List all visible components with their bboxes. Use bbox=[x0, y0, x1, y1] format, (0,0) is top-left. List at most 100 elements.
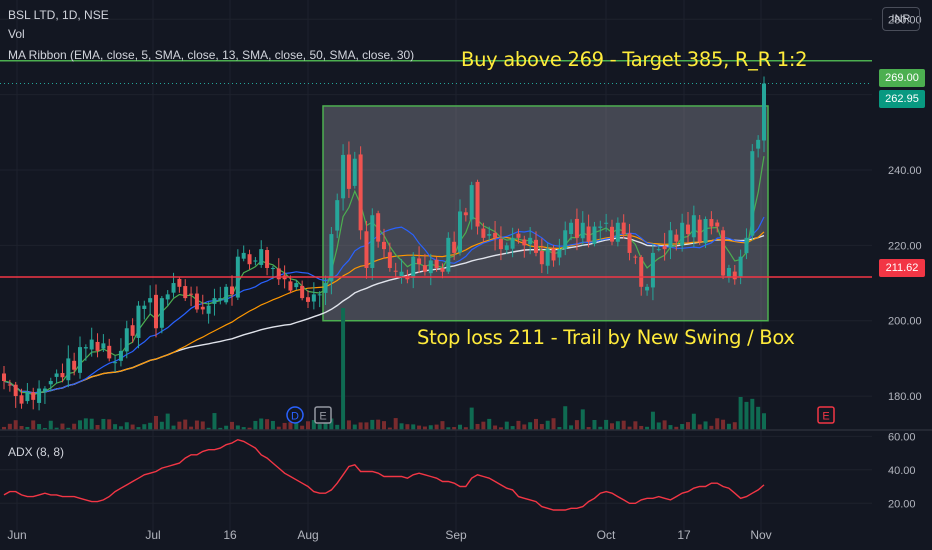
symbol-legend[interactable]: BSL LTD, 1D, NSE bbox=[8, 8, 109, 22]
candle-body bbox=[668, 230, 673, 247]
candle-body bbox=[487, 234, 492, 236]
volume-bar bbox=[738, 396, 743, 430]
stop-annotation[interactable]: Stop loss 211 - Trail by New Swing / Box bbox=[417, 326, 795, 349]
volume-bar bbox=[440, 421, 445, 430]
candle-body bbox=[352, 158, 357, 186]
volume-bar bbox=[183, 419, 188, 430]
volume-bar bbox=[405, 424, 410, 430]
candle-body bbox=[177, 278, 182, 287]
volume-bar bbox=[487, 418, 492, 430]
volume-bar bbox=[516, 420, 521, 430]
volume-bar bbox=[142, 424, 147, 430]
volume-bar bbox=[428, 425, 433, 430]
candle-body bbox=[510, 237, 515, 249]
volume-bar bbox=[750, 398, 755, 430]
volume-bar bbox=[54, 427, 59, 430]
volume-bar bbox=[276, 426, 281, 430]
candle-body bbox=[265, 250, 270, 268]
axes: 280.00260.00240.00220.00200.00180.00JunJ… bbox=[7, 14, 921, 542]
candle-body bbox=[230, 286, 234, 295]
candle-body bbox=[323, 283, 328, 293]
volume-bar bbox=[241, 427, 246, 430]
candle-body bbox=[83, 347, 88, 349]
candle-body bbox=[434, 259, 439, 268]
volume-bar bbox=[434, 424, 439, 430]
volume-bar bbox=[452, 427, 457, 430]
candle-body bbox=[154, 294, 158, 329]
candle-body bbox=[335, 200, 340, 231]
candle-body bbox=[534, 239, 538, 253]
resistance-price-tag: 269.00 bbox=[879, 69, 925, 87]
volume-bar bbox=[72, 423, 77, 430]
volume-bar bbox=[136, 427, 141, 430]
candle-body bbox=[7, 384, 12, 386]
volume-bar bbox=[715, 418, 720, 430]
candle-body bbox=[95, 341, 100, 351]
candle-body bbox=[504, 245, 509, 250]
candle-body bbox=[604, 222, 609, 224]
candle-body bbox=[329, 234, 334, 282]
volume-bar bbox=[621, 420, 626, 430]
candle-body bbox=[376, 213, 381, 242]
volume-bar bbox=[703, 421, 708, 430]
volume-bar bbox=[463, 427, 468, 430]
adx-tick-label: 20.00 bbox=[888, 498, 916, 510]
volume-bar bbox=[206, 427, 211, 430]
volume-bar bbox=[528, 422, 533, 430]
candle-body bbox=[516, 233, 521, 238]
candle-body bbox=[346, 154, 351, 189]
candle-body bbox=[411, 256, 416, 278]
time-tick-label: Oct bbox=[597, 528, 616, 542]
dividend-marker bbox=[286, 406, 304, 424]
buy-annotation[interactable]: Buy above 269 - Target 385, R_R 1:2 bbox=[461, 48, 808, 71]
candle-body bbox=[709, 219, 714, 227]
candle-body bbox=[469, 185, 474, 220]
candle-body bbox=[54, 373, 59, 377]
volume-legend[interactable]: Vol bbox=[8, 27, 25, 41]
candle-body bbox=[621, 222, 626, 235]
candle-body bbox=[183, 286, 188, 299]
candle-body bbox=[598, 226, 603, 228]
range-box bbox=[322, 105, 769, 322]
price-tick-label: 220.00 bbox=[888, 240, 922, 252]
volume-bar bbox=[358, 422, 363, 430]
volume-bar bbox=[165, 413, 170, 430]
time-tick-label: Nov bbox=[750, 528, 771, 542]
volume-bar bbox=[469, 407, 474, 430]
volume-bar bbox=[346, 420, 351, 430]
volume-bar bbox=[118, 426, 123, 430]
adx-pane: 60.00 40.00 20.00 ADX (8, 8) bbox=[0, 429, 932, 511]
candle-body bbox=[107, 345, 112, 359]
event-marker-letter: E bbox=[319, 411, 326, 423]
candle-body bbox=[78, 347, 82, 373]
volume-bars bbox=[2, 308, 766, 430]
currency-button[interactable]: INR bbox=[882, 7, 920, 31]
candle-body bbox=[358, 154, 363, 231]
candle-body bbox=[498, 238, 503, 250]
volume-bar bbox=[253, 420, 258, 430]
candle-body bbox=[639, 257, 644, 287]
time-tick-label: Sep bbox=[445, 528, 467, 542]
volume-bar bbox=[235, 425, 240, 430]
adx-line bbox=[3, 438, 765, 511]
volume-bar bbox=[335, 424, 340, 430]
candle-body bbox=[726, 267, 731, 278]
candle-body bbox=[539, 251, 544, 265]
volume-bar bbox=[417, 425, 422, 430]
candle-body bbox=[721, 230, 726, 276]
candle-body bbox=[60, 373, 65, 378]
candle-body bbox=[738, 256, 743, 277]
volume-bar bbox=[224, 425, 229, 430]
ma-ribbon-legend[interactable]: MA Ribbon (EMA, close, 5, SMA, close, 13… bbox=[8, 48, 415, 62]
time-tick-label: 16 bbox=[223, 528, 237, 542]
volume-bar bbox=[726, 423, 731, 430]
volume-bar bbox=[580, 409, 585, 430]
candle-body bbox=[528, 237, 533, 245]
volume-bar bbox=[31, 420, 36, 430]
candle-body bbox=[42, 388, 47, 392]
candle-body bbox=[288, 281, 293, 291]
candle-body bbox=[662, 246, 667, 250]
